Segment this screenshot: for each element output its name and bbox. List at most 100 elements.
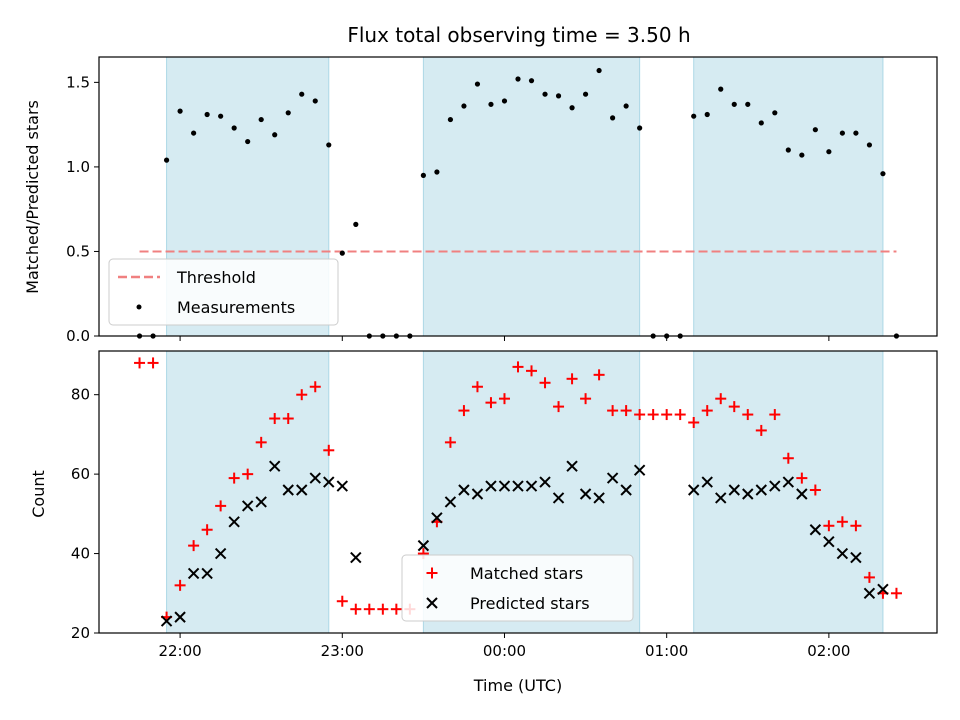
predicted-star-point <box>485 480 497 492</box>
predicted-star-point <box>850 551 862 564</box>
matched-star-point <box>674 409 686 421</box>
measurement-point <box>272 132 278 138</box>
matched-star-point <box>715 393 727 405</box>
predicted-star-point <box>458 484 470 496</box>
measurement-point <box>569 105 575 111</box>
bottom-y-axis-label: Count <box>29 470 48 518</box>
matched-star-point <box>188 540 200 552</box>
matched-star-point <box>701 405 713 417</box>
matched-star-point <box>282 413 294 425</box>
matched-star-point <box>890 587 902 599</box>
matched-star-point <box>512 361 524 373</box>
y-tick-label: 1.5 <box>66 73 90 91</box>
measurement-point <box>474 81 481 87</box>
predicted-star-point <box>796 488 808 500</box>
top-axes-frame <box>98 56 938 337</box>
measurement-point <box>339 250 345 256</box>
predicted-legend-label: Predicted stars <box>470 594 590 613</box>
measurement-point <box>839 130 845 136</box>
measurement-point <box>772 110 778 116</box>
bottom-x-ticks: 22:00 23:00 00:00 01:00 02:00 <box>158 633 850 660</box>
top-legend: Threshold Measurements <box>108 258 339 326</box>
predicted-star-point <box>782 476 795 488</box>
measurement-point <box>623 103 629 109</box>
predicted-star-point <box>755 484 767 496</box>
predicted-star-point <box>688 484 700 496</box>
matched-star-point <box>201 524 213 536</box>
measurement-point <box>515 76 521 82</box>
measurement-point <box>204 111 210 118</box>
matched-star-point <box>296 389 308 401</box>
x-tick-label: 00:00 <box>483 642 526 660</box>
matched-star-point <box>458 405 470 417</box>
predicted-star-point <box>606 472 619 484</box>
bottom-axes-frame <box>98 350 938 634</box>
measurement-point <box>312 98 318 104</box>
matched-legend-label: Matched stars <box>470 564 583 583</box>
bottom-legend: Matched stars Predicted stars <box>401 554 634 622</box>
predicted-star-point <box>201 567 213 580</box>
predicted-star-point <box>566 460 578 472</box>
matched-star-point <box>553 401 565 413</box>
matched-star-point <box>742 409 754 421</box>
measurement-point <box>326 142 332 148</box>
predicted-legend-swatch <box>426 597 438 609</box>
measurement-point <box>799 152 805 158</box>
measurement-point <box>285 110 291 116</box>
measurement-point <box>245 138 251 145</box>
predicted-star-point <box>296 484 308 496</box>
measurements-legend-label: Measurements <box>177 298 295 317</box>
measurement-point <box>866 142 873 148</box>
predicted-star-point <box>431 512 443 524</box>
top-y-ticks: 0.0 0.5 1.0 1.5 <box>66 73 99 345</box>
top-panel: 0.0 0.5 1.0 1.5 Matched/Predicted stars Thr… <box>23 56 938 345</box>
predicted-star-point <box>877 583 889 596</box>
predicted-star-point <box>498 480 511 492</box>
measurement-point <box>758 120 764 126</box>
measurement-point <box>218 113 224 119</box>
matched-star-point <box>634 409 646 421</box>
threshold-legend-label: Threshold <box>176 268 256 287</box>
measurement-point <box>785 147 791 153</box>
x-tick-label: 01:00 <box>645 642 688 660</box>
predicted-star-point <box>512 480 524 492</box>
predicted-star-point <box>160 615 173 627</box>
x-tick-label: 22:00 <box>158 642 201 660</box>
matched-star-point <box>255 436 267 448</box>
measurement-point <box>826 149 832 155</box>
matched-star-point <box>769 409 781 421</box>
bottom-y-ticks: 20 40 60 80 <box>71 386 99 642</box>
matched-star-point <box>782 452 794 464</box>
top-y-axis-label: Matched/Predicted stars <box>23 100 42 294</box>
measurement-point <box>582 91 589 97</box>
predicted-star-point <box>187 567 200 580</box>
predicted-star-point <box>282 484 294 496</box>
matched-star-point <box>607 405 619 417</box>
matched-star-point <box>755 424 767 436</box>
predicted-star-point <box>417 539 430 552</box>
matched-star-point <box>134 357 146 369</box>
matched-star-point <box>350 603 362 615</box>
measurement-point <box>447 116 454 123</box>
top-legend-box <box>108 258 339 326</box>
predicted-star-point <box>863 587 876 599</box>
matched-star-point <box>539 377 551 389</box>
predicted-star-point <box>539 476 551 488</box>
matched-legend-swatch <box>426 567 438 579</box>
measurement-point <box>637 125 643 131</box>
predicted-star-point <box>309 472 321 484</box>
matched-star-point <box>661 409 673 421</box>
y-tick-label: 40 <box>71 545 90 563</box>
matched-star-point <box>363 603 375 615</box>
x-tick-label: 02:00 <box>807 642 850 660</box>
bottom-panel: 20 40 60 80 22:00 23:00 00:00 01:00 02:00 Count… <box>29 350 938 695</box>
predicted-legend-marker <box>426 597 438 609</box>
predicted-star-point <box>174 611 186 623</box>
predicted-star-point <box>620 484 632 496</box>
measurement-point <box>555 93 562 99</box>
predicted-star-point <box>228 516 240 528</box>
predicted-star-point <box>255 496 267 508</box>
measurement-point <box>610 115 616 121</box>
measurement-point <box>704 111 710 118</box>
